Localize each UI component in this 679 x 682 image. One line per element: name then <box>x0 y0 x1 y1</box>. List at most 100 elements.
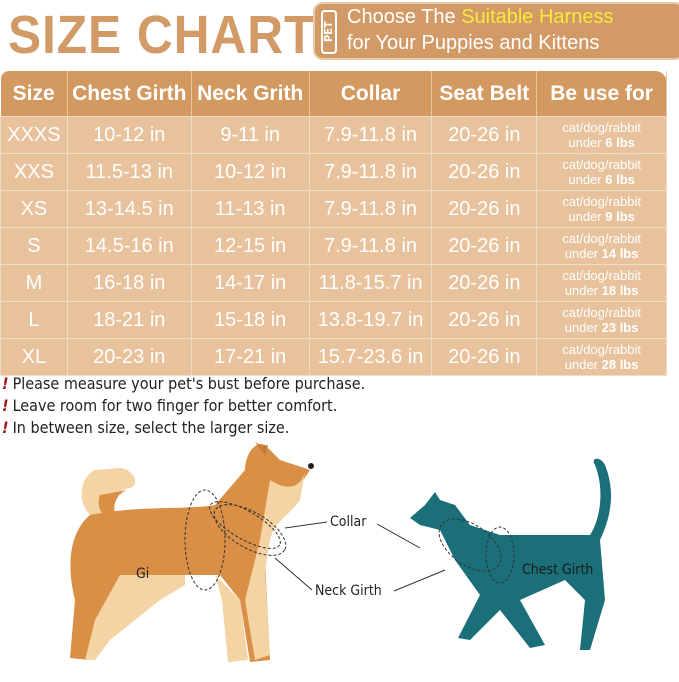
cat-illustration <box>410 458 612 650</box>
note-text: In between size, select the larger size. <box>12 418 290 437</box>
alert-icon: ! <box>2 418 9 437</box>
cell-use: cat/dog/rabbit under 9 lbs <box>536 190 667 228</box>
weight-limit: 9 lbs <box>605 209 635 224</box>
cell-size: XL <box>0 338 68 376</box>
cell-neck: 9-11 in <box>190 116 310 154</box>
note-text: Leave room for two finger for better com… <box>12 396 338 415</box>
promo-line-1: Choose The Suitable Harness <box>347 6 613 29</box>
cell-neck: 17-21 in <box>190 338 310 376</box>
use-weight: under 6 lbs <box>537 135 666 150</box>
under-text: under <box>568 172 602 187</box>
use-animals: cat/dog/rabbit <box>562 120 642 135</box>
weight-limit: 28 lbs <box>601 357 639 372</box>
dog-illustration <box>70 442 446 662</box>
column-header: Size <box>0 71 68 117</box>
weight-limit: 6 lbs <box>605 135 635 150</box>
under-text: under <box>564 357 598 372</box>
cell-collar: 11.8-15.7 in <box>308 264 433 302</box>
promo-banner: PET Choose The Suitable Harness for Your… <box>313 2 679 60</box>
table-row: XXXS 10-12 in 9-11 in 7.9-11.8 in 20-26 in ca… <box>0 116 667 154</box>
table-row: XL 20-23 in 17-21 in 15.7-23.6 in 20-26 in ca… <box>0 338 667 376</box>
cell-chest: 10-12 in <box>66 116 192 154</box>
cell-belt: 20-26 in <box>431 264 538 302</box>
table-header-row: Size Chest Girth Neck Grith Collar Seat Belt… <box>0 71 667 117</box>
cell-collar: 7.9-11.8 in <box>308 190 433 228</box>
cell-collar: 7.9-11.8 in <box>308 116 433 154</box>
column-header: Collar <box>309 71 433 117</box>
cell-size: XS <box>0 190 68 228</box>
use-animals: cat/dog/rabbit <box>562 268 642 283</box>
under-text: under <box>568 135 602 150</box>
promo-text: Choose The <box>347 6 462 28</box>
use-animals: cat/dog/rabbit <box>562 342 642 357</box>
partial-label: Gi <box>136 566 150 582</box>
cell-collar: 15.7-23.6 in <box>308 338 433 376</box>
table-row: M 16-18 in 14-17 in 11.8-15.7 in 20-26 in cat… <box>0 264 667 302</box>
cell-neck: 15-18 in <box>190 301 310 339</box>
column-header: Neck Grith <box>191 71 310 117</box>
cell-use: cat/dog/rabbit under 18 lbs <box>536 264 667 302</box>
under-text: under <box>564 246 598 261</box>
cell-belt: 20-26 in <box>431 190 538 228</box>
use-animals: cat/dog/rabbit <box>562 157 642 172</box>
note-item: ! Please measure your pet's bust before p… <box>2 373 365 395</box>
use-weight: under 6 lbs <box>537 172 666 187</box>
use-animals: cat/dog/rabbit <box>562 231 642 246</box>
table-row: XXS 11.5-13 in 10-12 in 7.9-11.8 in 20-26 in… <box>0 153 667 191</box>
note-item: ! Leave room for two finger for better co… <box>2 395 365 417</box>
cell-use: cat/dog/rabbit under 6 lbs <box>536 153 667 191</box>
weight-limit: 6 lbs <box>605 172 635 187</box>
page-title: SIZE CHART <box>8 5 316 65</box>
cell-size: L <box>0 301 68 339</box>
table-row: XS 13-14.5 in 11-13 in 7.9-11.8 in 20-26 in c… <box>0 190 667 228</box>
use-weight: under 9 lbs <box>537 209 666 224</box>
cell-belt: 20-26 in <box>431 227 538 265</box>
collar-label: Collar <box>330 514 367 530</box>
notes: ! Please measure your pet's bust before p… <box>2 373 365 439</box>
use-weight: under 14 lbs <box>537 246 666 261</box>
cell-belt: 20-26 in <box>431 116 538 154</box>
use-weight: under 18 lbs <box>537 283 666 298</box>
promo-highlight: Suitable Harness <box>461 6 614 28</box>
cell-collar: 7.9-11.8 in <box>308 227 433 265</box>
promo-line-2: for Your Puppies and Kittens <box>347 32 600 54</box>
size-table: Size Chest Girth Neck Grith Collar Seat Belt… <box>0 71 667 376</box>
cell-size: M <box>0 264 68 302</box>
cell-chest: 20-23 in <box>66 338 192 376</box>
note-text: Please measure your pet's bust before pu… <box>12 374 366 393</box>
chest-girth-label: Chest Girth <box>522 562 594 578</box>
use-animals: cat/dog/rabbit <box>562 194 642 209</box>
cell-neck: 10-12 in <box>190 153 310 191</box>
table-row: L 18-21 in 15-18 in 13.8-19.7 in 20-26 in cat… <box>0 301 667 339</box>
note-item: ! In between size, select the larger size… <box>2 417 365 439</box>
column-header: Chest Girth <box>67 71 192 117</box>
weight-limit: 14 lbs <box>601 246 639 261</box>
neck-girth-label: Neck Girth <box>315 583 382 599</box>
cell-size: XXS <box>0 153 68 191</box>
cell-collar: 13.8-19.7 in <box>308 301 433 339</box>
cell-size: XXXS <box>0 116 68 154</box>
weight-limit: 23 lbs <box>601 320 639 335</box>
cell-belt: 20-26 in <box>431 301 538 339</box>
column-header: Seat Belt <box>431 71 538 117</box>
cell-size: S <box>0 227 68 265</box>
cell-chest: 11.5-13 in <box>66 153 192 191</box>
use-weight: under 23 lbs <box>537 320 666 335</box>
cell-belt: 20-26 in <box>431 153 538 191</box>
under-text: under <box>564 320 598 335</box>
cell-use: cat/dog/rabbit under 6 lbs <box>536 116 667 154</box>
under-text: under <box>568 209 602 224</box>
cell-use: cat/dog/rabbit under 23 lbs <box>536 301 667 339</box>
cell-chest: 14.5-16 in <box>66 227 192 265</box>
use-weight: under 28 lbs <box>537 357 666 372</box>
cell-neck: 11-13 in <box>190 190 310 228</box>
cell-chest: 18-21 in <box>66 301 192 339</box>
cell-collar: 7.9-11.8 in <box>308 153 433 191</box>
cell-use: cat/dog/rabbit under 28 lbs <box>536 338 667 376</box>
column-header: Be use for <box>536 71 667 117</box>
alert-icon: ! <box>2 374 9 393</box>
alert-icon: ! <box>2 396 9 415</box>
cell-belt: 20-26 in <box>431 338 538 376</box>
